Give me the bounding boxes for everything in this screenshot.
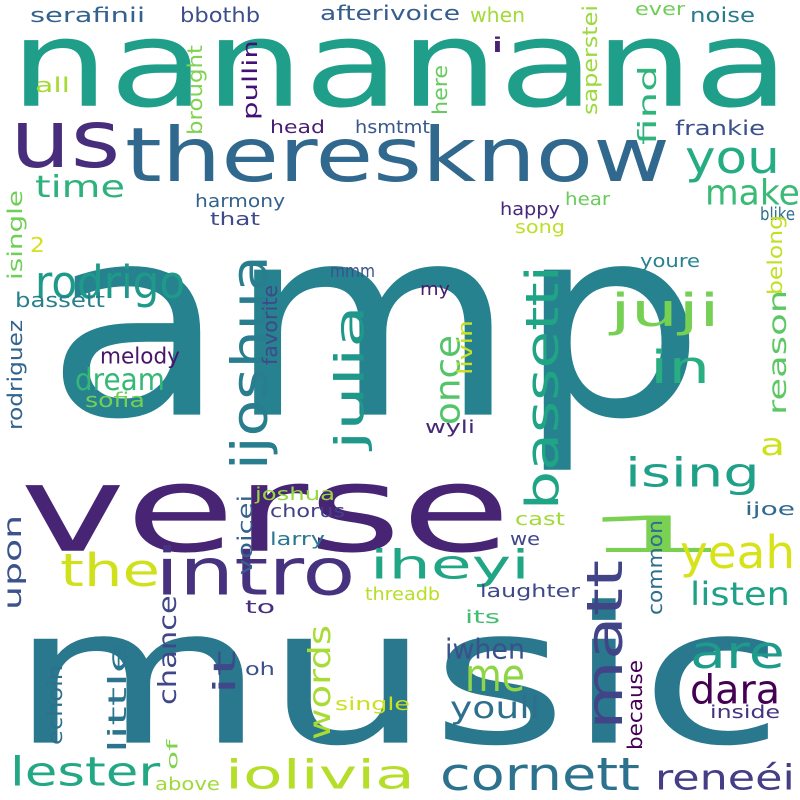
word-above: above xyxy=(155,773,220,795)
word-threadb: threadb xyxy=(365,583,441,605)
word-favorite: favorite xyxy=(258,284,282,365)
word-hsmtmt: hsmtmt xyxy=(355,116,430,138)
word-mmm: mmm xyxy=(330,260,376,282)
word-ever: ever xyxy=(635,0,686,20)
word-we: we xyxy=(510,528,541,550)
word-youll: youll xyxy=(450,690,541,726)
word-laughter: laughter xyxy=(480,580,581,602)
word-all: all xyxy=(35,73,70,97)
word-pullin: pullin xyxy=(238,40,262,120)
word-renee-i: reneéi xyxy=(655,756,795,798)
word-to: to xyxy=(245,596,276,618)
word-belong: belong xyxy=(763,215,787,295)
word-hear: hear xyxy=(565,188,611,210)
word-lester: lester xyxy=(10,748,161,796)
word-youre: youre xyxy=(640,250,701,272)
word-listen: listen xyxy=(690,575,790,613)
word-are: are xyxy=(690,625,785,679)
word-of: of xyxy=(163,739,182,770)
word-iolivia: iolivia xyxy=(225,751,415,799)
word-here: here xyxy=(428,64,452,115)
word-melody: melody xyxy=(100,343,180,369)
word-rodrigo: rodrigo xyxy=(35,255,186,309)
word-joshua: joshua xyxy=(255,483,336,505)
word-inside: inside xyxy=(710,701,781,723)
word-its: its xyxy=(465,606,501,628)
word-words: words xyxy=(302,625,338,740)
word-make: make xyxy=(705,171,800,213)
word-single: single xyxy=(335,693,411,715)
word-amp: amp xyxy=(45,168,706,479)
word-harmony: harmony xyxy=(195,190,286,212)
word-head: head xyxy=(270,116,325,138)
word-iheyi: iheyi xyxy=(370,541,530,589)
word-theresknow: theresknow xyxy=(125,111,670,199)
word-frankie: frankie xyxy=(675,116,766,140)
word-us: us xyxy=(10,92,121,187)
word-bbothb: bbothb xyxy=(180,3,261,27)
word-larry: larry xyxy=(270,528,325,550)
word-sofia: sofia xyxy=(85,388,145,412)
word-nananana: nananana xyxy=(10,0,790,135)
word-common: common xyxy=(643,520,667,615)
word-cornett: cornett xyxy=(440,747,640,800)
word-happy: happy xyxy=(500,198,560,220)
word-reason: reason xyxy=(762,289,792,415)
word-ising: ising xyxy=(625,449,760,497)
word-music: music xyxy=(10,565,785,789)
word-wyli: wyli xyxy=(425,416,475,438)
word-intro: intro xyxy=(155,534,356,611)
word-ijoe: ijoe xyxy=(745,498,796,520)
word-livin: livin xyxy=(453,320,477,375)
word-in: in xyxy=(650,340,711,394)
word-blike: blike xyxy=(760,203,795,225)
word-because: because xyxy=(623,659,647,750)
word-dara: dara xyxy=(690,666,781,714)
word-brought: brought xyxy=(183,44,207,135)
word-it: it xyxy=(207,650,243,695)
word-the: the xyxy=(60,543,161,597)
word-when: when xyxy=(470,3,526,27)
word-voicei: voicei xyxy=(233,494,257,575)
word-i: i xyxy=(490,33,505,57)
word-upon: upon xyxy=(0,514,27,610)
word-bassett: bassett xyxy=(15,288,105,312)
word-2: 2 xyxy=(30,233,45,257)
word-noise: noise xyxy=(690,3,755,27)
word-song: song xyxy=(515,216,566,238)
word-rodriguez: rodriguez xyxy=(3,319,27,430)
word-find: find xyxy=(632,65,662,145)
word-1: 1 xyxy=(575,505,735,564)
word-isingle: isingle xyxy=(3,190,27,280)
word-verse: verse xyxy=(20,439,511,580)
word-saperstei: saperstei xyxy=(578,4,602,115)
word-serafinii: serafinii xyxy=(30,3,145,27)
word-dream: dream xyxy=(75,362,165,398)
word-you: you xyxy=(685,130,780,184)
word-yeah: yeah xyxy=(680,525,796,579)
word-juji: juji xyxy=(610,283,720,337)
word-chorus: chorus xyxy=(270,500,346,522)
word-echoin: echoin xyxy=(43,664,67,745)
word-time: time xyxy=(35,169,125,205)
word-cast: cast xyxy=(515,508,565,530)
word-julia: julia xyxy=(326,304,374,450)
word-oh: oh xyxy=(245,658,275,680)
word-me: me xyxy=(465,648,525,702)
word-that: that xyxy=(210,208,261,230)
word-bassetti: bassetti xyxy=(515,265,569,510)
word-little: little xyxy=(102,642,132,753)
word-afterivoice: afterivoice xyxy=(320,1,461,25)
word-a: a xyxy=(760,427,786,463)
word-my: my xyxy=(420,278,450,300)
word-chance: chance xyxy=(152,595,182,705)
word-iwhen: iwhen xyxy=(445,632,525,666)
